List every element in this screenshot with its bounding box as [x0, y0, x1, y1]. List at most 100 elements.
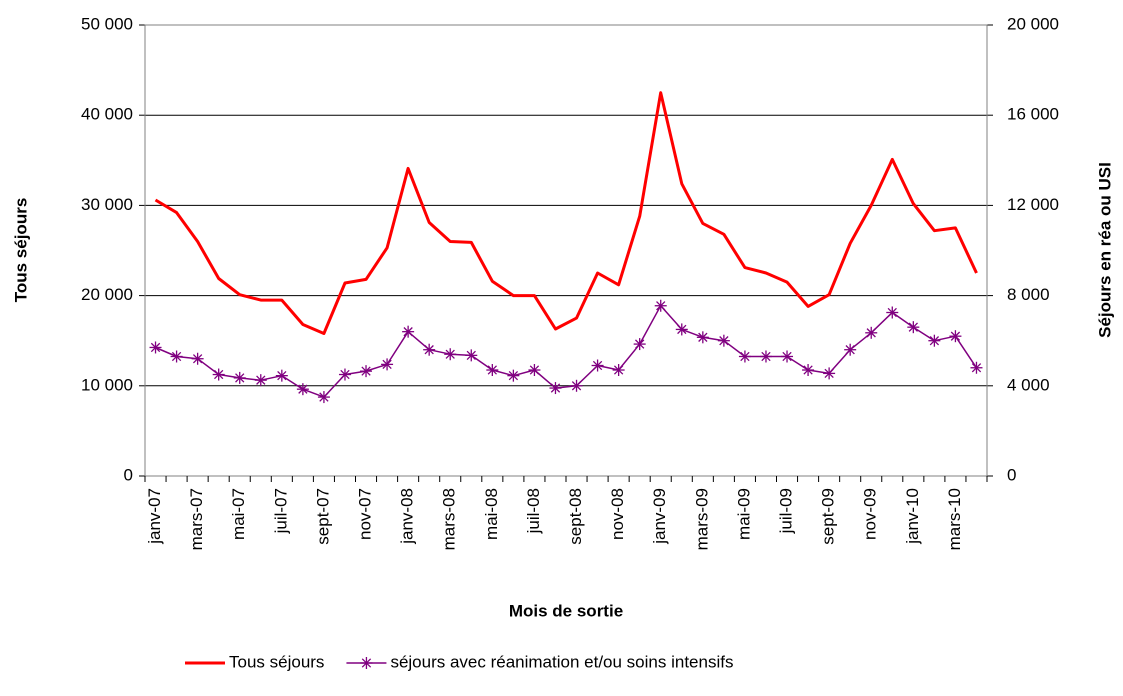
marker-stroke	[424, 345, 434, 355]
x-tick-label: mai-08	[482, 488, 501, 540]
marker-stroke	[277, 370, 287, 381]
data-point	[254, 374, 267, 387]
marker-stroke	[698, 332, 708, 342]
data-point	[317, 391, 330, 404]
data-point	[170, 350, 183, 363]
data-point	[633, 338, 646, 351]
data-point	[717, 334, 730, 347]
y-tick-label: 30 000	[81, 195, 133, 214]
data-point	[212, 368, 225, 381]
data-point	[402, 325, 415, 338]
data-point	[275, 369, 288, 382]
marker-stroke	[466, 350, 476, 361]
x-tick-label: sept-07	[313, 488, 332, 545]
data-point	[949, 330, 962, 343]
marker-stroke	[256, 375, 266, 385]
y-tick-label: 40 000	[81, 105, 133, 124]
data-point	[654, 299, 667, 312]
marker-stroke	[361, 658, 372, 668]
x-tick-label: janv-10	[903, 488, 922, 545]
x-tick-label: sept-09	[819, 488, 838, 545]
data-point	[612, 364, 625, 377]
marker-stroke	[613, 365, 624, 375]
data-point	[865, 326, 878, 339]
data-point	[444, 348, 457, 361]
marker-stroke	[487, 365, 497, 375]
marker-stroke	[150, 342, 161, 353]
x-tick-label: mars-09	[692, 488, 711, 550]
marker-stroke	[719, 336, 729, 346]
marker-stroke	[635, 339, 645, 349]
data-point	[886, 306, 899, 319]
marker-stroke	[887, 307, 897, 318]
data-point	[759, 350, 772, 363]
marker-stroke	[761, 351, 771, 362]
y2-tick-label: 8 000	[1007, 285, 1050, 304]
marker-stroke	[171, 351, 182, 362]
marker-stroke	[382, 359, 392, 370]
data-point	[465, 349, 478, 362]
marker-stroke	[340, 369, 350, 380]
data-point	[233, 371, 246, 384]
data-point	[802, 364, 815, 377]
x-tick-label: mars-08	[440, 488, 459, 550]
marker-stroke	[508, 370, 519, 381]
marker-stroke	[845, 345, 855, 355]
data-point	[970, 361, 983, 374]
y-axis-label: Tous séjours	[11, 198, 30, 303]
x-tick-label: nov-08	[608, 488, 627, 540]
marker-stroke	[824, 368, 834, 379]
marker-stroke	[803, 365, 813, 375]
y-tick-label: 50 000	[81, 14, 133, 33]
data-point	[528, 364, 541, 377]
series-line	[154, 91, 978, 335]
y-tick-label: 20 000	[81, 285, 133, 304]
y2-tick-label: 0	[1007, 465, 1016, 484]
data-point	[696, 331, 709, 344]
marker-stroke	[971, 363, 982, 373]
data-point	[738, 350, 751, 363]
data-point	[675, 323, 688, 336]
data-point	[381, 358, 394, 371]
data-point	[591, 359, 604, 372]
x-tick-label: mars-10	[945, 488, 964, 550]
marker-stroke	[550, 383, 561, 393]
x-tick-label: janv-09	[650, 488, 669, 545]
data-point	[149, 341, 162, 354]
y2-tick-label: 4 000	[1007, 375, 1050, 394]
marker-stroke	[214, 369, 224, 380]
y-tick-label: 0	[124, 465, 133, 484]
data-point	[549, 382, 562, 395]
marker-stroke	[656, 301, 666, 311]
marker-stroke	[298, 384, 308, 394]
data-point	[507, 369, 520, 382]
marker-stroke	[740, 351, 750, 362]
plot-frame	[144, 24, 988, 477]
marker-stroke	[571, 381, 582, 391]
data-point	[781, 350, 794, 363]
marker-stroke	[592, 360, 603, 371]
data-point	[844, 343, 857, 356]
data-point	[928, 334, 941, 347]
legend-marker	[360, 657, 373, 669]
data-point	[338, 368, 351, 381]
data-point	[296, 383, 309, 396]
x-tick-label: mars-07	[187, 488, 206, 550]
x-tick-label: juil-08	[524, 488, 543, 534]
marker-stroke	[950, 331, 961, 341]
marker-stroke	[929, 336, 940, 346]
y2-axis-label: Séjours en réa ou USI	[1095, 162, 1114, 338]
data-point	[423, 343, 436, 356]
marker-stroke	[445, 349, 455, 359]
series-line	[155, 304, 978, 398]
marker-stroke	[866, 328, 876, 338]
marker-stroke	[782, 351, 792, 362]
marker-stroke	[908, 322, 918, 332]
marker-stroke	[529, 365, 540, 375]
x-tick-label: janv-08	[398, 488, 417, 545]
x-axis-label: Mois de sortie	[509, 601, 623, 620]
x-tick-label: juil-09	[777, 488, 796, 534]
x-tick-label: sept-08	[566, 488, 585, 545]
marker-stroke	[677, 324, 687, 335]
